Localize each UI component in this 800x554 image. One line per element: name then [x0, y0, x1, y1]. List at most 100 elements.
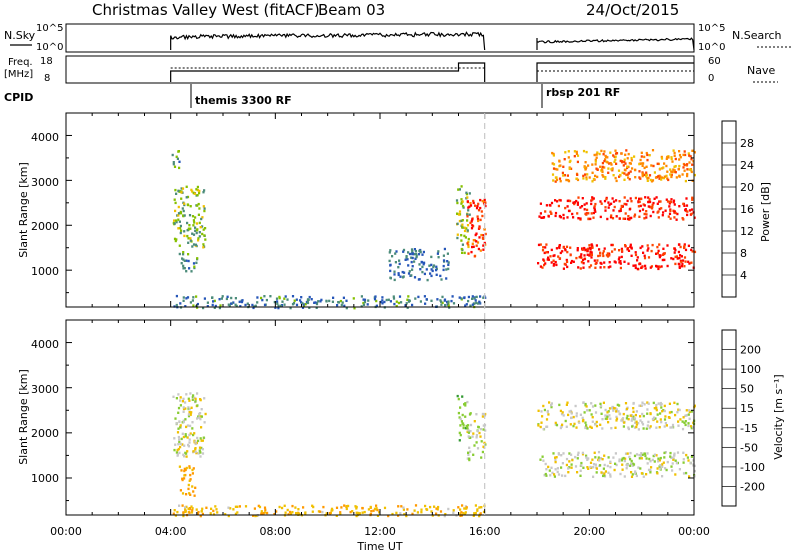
data-cell	[664, 415, 667, 418]
data-cell	[627, 427, 630, 431]
data-cell	[225, 297, 228, 301]
data-cell	[430, 263, 433, 267]
data-cell	[567, 209, 571, 213]
data-cell	[630, 462, 633, 466]
data-cell	[618, 459, 621, 463]
data-cell	[474, 299, 477, 302]
data-cell	[550, 404, 553, 407]
data-cell	[638, 200, 641, 203]
data-cell	[636, 259, 639, 262]
data-cell	[193, 266, 196, 270]
data-cell	[554, 167, 557, 171]
data-cell	[203, 421, 206, 424]
data-cell	[182, 267, 185, 270]
data-cell	[662, 461, 665, 464]
data-cell	[630, 156, 633, 160]
data-cell	[388, 259, 391, 263]
data-cell	[612, 200, 616, 203]
data-cell	[465, 507, 468, 510]
data-cell	[464, 415, 467, 418]
data-cell	[402, 250, 405, 253]
data-cell	[603, 247, 606, 250]
data-cell	[192, 450, 195, 453]
data-cell	[663, 404, 666, 408]
data-cell	[367, 299, 370, 302]
data-cell	[196, 417, 199, 420]
data-cell	[458, 296, 461, 299]
data-cell	[201, 216, 204, 219]
data-cell	[551, 173, 555, 176]
velocity-ytick-4000: 4000	[31, 338, 59, 351]
data-cell	[597, 254, 600, 258]
data-cell	[621, 205, 624, 208]
data-cell	[671, 160, 674, 163]
data-cell	[639, 204, 642, 208]
data-cell	[663, 456, 666, 459]
data-cell	[184, 305, 187, 308]
data-cell	[425, 298, 428, 301]
data-cell	[693, 404, 696, 407]
data-cell	[194, 486, 197, 489]
data-cell	[413, 248, 416, 251]
data-cell	[196, 436, 199, 440]
data-cell	[192, 262, 196, 265]
data-cell	[185, 505, 188, 509]
data-cell	[339, 299, 342, 303]
data-cell	[661, 475, 664, 478]
data-cell	[218, 306, 221, 310]
data-cell	[619, 159, 622, 163]
data-cell	[420, 511, 423, 514]
data-cell	[641, 421, 644, 424]
data-cell	[652, 454, 655, 458]
data-cell	[444, 304, 447, 307]
data-cell	[188, 466, 191, 470]
data-cell	[584, 421, 587, 424]
data-cell	[178, 438, 181, 441]
data-cell	[432, 265, 435, 269]
data-cell	[634, 266, 637, 270]
data-cell	[690, 170, 693, 174]
data-cell	[201, 507, 204, 510]
data-cell	[647, 247, 650, 250]
data-cell	[640, 162, 643, 165]
data-cell	[428, 264, 431, 267]
data-cell	[569, 409, 573, 413]
data-cell	[419, 250, 422, 254]
data-cell	[189, 239, 192, 242]
data-cell	[187, 413, 190, 416]
data-cell	[585, 454, 588, 457]
data-cell	[685, 204, 689, 207]
nsky-trace	[170, 31, 486, 51]
data-cell	[672, 458, 675, 461]
data-cell	[589, 465, 592, 469]
data-cell	[635, 410, 638, 413]
data-cell	[627, 262, 630, 265]
data-cell	[567, 179, 571, 183]
data-cell	[587, 217, 590, 220]
data-cell	[179, 404, 182, 407]
data-cell	[690, 169, 693, 172]
data-cell	[580, 261, 583, 264]
data-cell	[548, 401, 551, 404]
data-cell	[304, 303, 307, 306]
data-cell	[645, 165, 648, 168]
power-ytick-1000: 1000	[31, 265, 59, 278]
data-cell	[177, 205, 180, 209]
data-cell	[666, 244, 669, 247]
data-cell	[558, 177, 562, 180]
data-cell	[651, 417, 654, 421]
data-cell	[630, 200, 633, 203]
data-cell	[191, 421, 194, 424]
data-cell	[626, 157, 629, 160]
data-cell	[663, 418, 667, 421]
data-cell	[575, 150, 578, 154]
data-cell	[649, 206, 652, 209]
cpid-label: CPID	[4, 91, 33, 104]
data-cell	[559, 180, 562, 183]
data-cell	[594, 174, 597, 178]
data-cell	[597, 450, 601, 454]
data-cell	[188, 399, 191, 402]
data-cell	[622, 412, 625, 416]
data-cell	[319, 300, 322, 303]
data-cell	[638, 176, 641, 179]
